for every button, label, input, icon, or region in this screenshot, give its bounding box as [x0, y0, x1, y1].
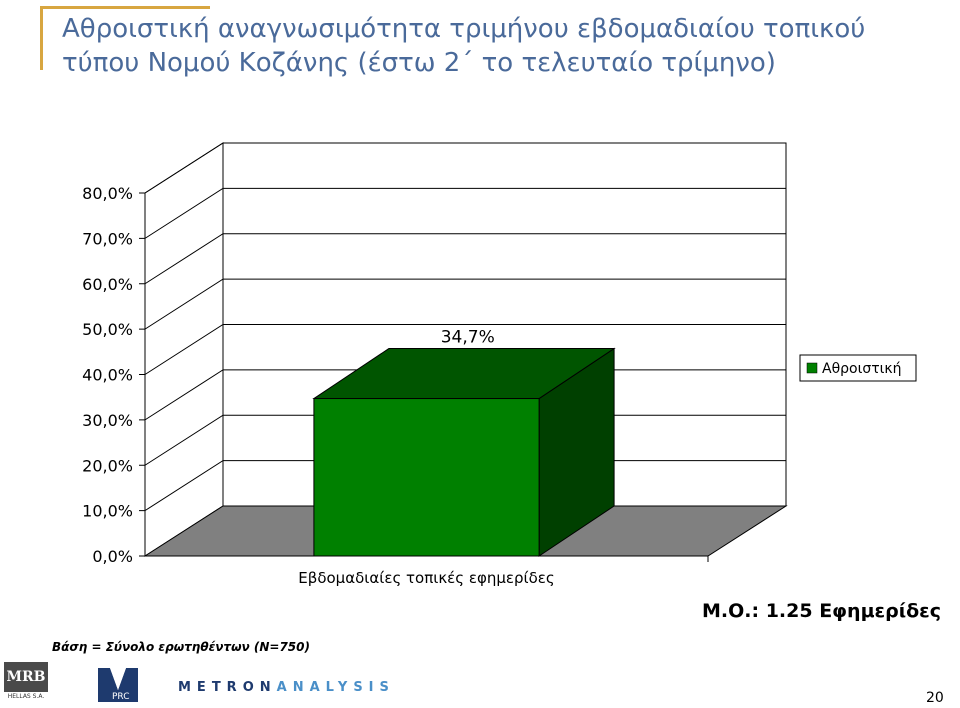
y-tick-label: 60,0%	[82, 275, 133, 294]
y-tick-label: 30,0%	[82, 411, 133, 430]
slide-title: Αθροιστική αναγνωσιμότητα τριμήνου εβδομ…	[62, 14, 866, 78]
gridline	[144, 324, 786, 375]
mrb-logo-subtext: HELLAS S.A.	[7, 693, 45, 700]
metron-analysis-logo: METRONANALYSIS	[178, 680, 395, 695]
bar	[313, 398, 540, 557]
title-accent-horizontal	[40, 6, 210, 9]
gridline	[144, 187, 786, 239]
metron-logo-part: METRON	[178, 680, 277, 695]
mrb-logo-text: MRB	[4, 662, 48, 692]
title-accent-vertical	[40, 6, 43, 70]
svg-text:PRC: PRC	[112, 692, 130, 702]
data-label: 34,7%	[441, 328, 495, 348]
y-tick-label: 80,0%	[82, 184, 133, 203]
chart-plot: 0,0% 10,0% 20,0% 30,0% 40,0% 50,0% 60,0% 70,0% 8…	[82, 142, 917, 587]
base-note: Βάση = Σύνολο ερωτηθέντων (N=750)	[52, 640, 310, 654]
legend-swatch	[806, 362, 818, 374]
chart: 0,0% 10,0% 20,0% 30,0% 40,0% 50,0% 60,0% 70,0% 8…	[82, 142, 917, 587]
legend-box	[799, 354, 917, 382]
page-number: 20	[926, 690, 944, 706]
x-category-label: Εβδομαδιαίες τοπικές εφημερίδες	[298, 569, 554, 587]
mrb-logo: MRB HELLAS S.A.	[4, 662, 48, 704]
gridline	[144, 233, 786, 285]
legend-label: Αθροιστική	[822, 361, 902, 377]
y-tick-label: 50,0%	[82, 320, 133, 339]
gridline	[144, 278, 786, 330]
y-tick-label: 70,0%	[82, 229, 133, 248]
y-tick-label: 20,0%	[82, 456, 133, 475]
y-tick-label: 0,0%	[92, 547, 133, 566]
mean-label: Μ.Ο.: 1.25 Εφημερίδες	[702, 600, 942, 622]
analysis-logo-part: ANALYSIS	[276, 680, 395, 695]
y-tick-label: 10,0%	[82, 502, 133, 521]
y-tick-label: 40,0%	[82, 366, 133, 385]
gridline	[144, 142, 786, 194]
vprc-logo: PRC	[98, 668, 138, 702]
